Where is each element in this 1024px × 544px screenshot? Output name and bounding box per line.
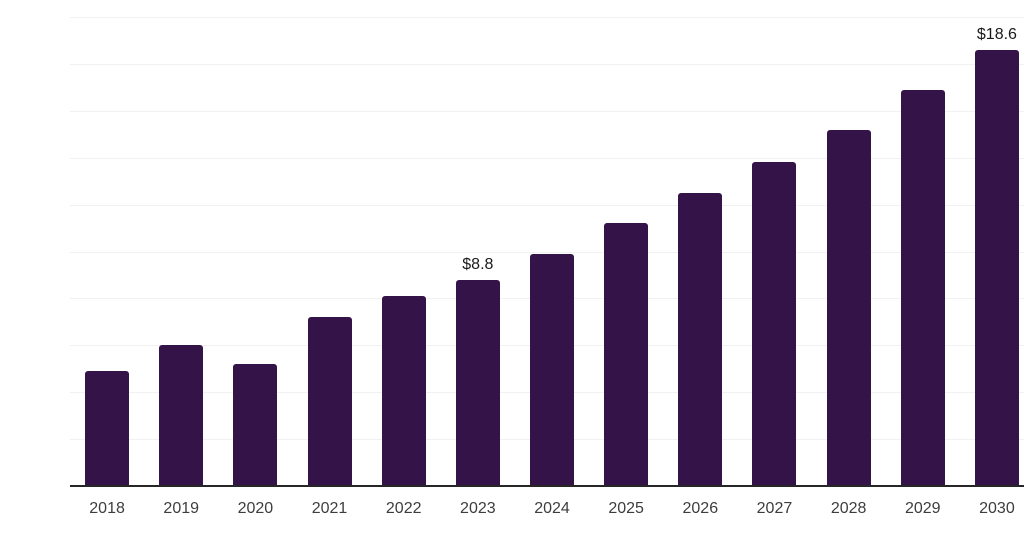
bar-2027 xyxy=(752,162,797,486)
bar-value-label-2030: $18.6 xyxy=(976,25,1017,43)
x-tick-label-2030: 2030 xyxy=(979,500,1015,517)
x-tick-label-2028: 2028 xyxy=(830,500,867,517)
gridline xyxy=(70,205,1024,206)
x-axis-line xyxy=(70,485,1024,487)
x-tick-label-2029: 2029 xyxy=(904,500,941,517)
bar-2026 xyxy=(678,192,723,486)
x-tick-label-2026: 2026 xyxy=(682,500,719,517)
gridline xyxy=(70,158,1024,159)
bar-value-label-2023: $8.8 xyxy=(462,255,494,273)
bar-chart: $8.8 $18.6 2018 2019 2020 2021 2022 2023 2024 20… xyxy=(40,16,1024,528)
bar-2028 xyxy=(826,129,871,486)
bar-2022 xyxy=(381,296,426,486)
gridline xyxy=(70,111,1024,112)
bar-2021 xyxy=(307,317,352,486)
x-tick-label-2018: 2018 xyxy=(89,500,125,517)
bar-2030 xyxy=(974,49,1019,486)
bar-2020 xyxy=(233,364,278,486)
bar-2019 xyxy=(159,345,204,486)
x-tick-label-2027: 2027 xyxy=(756,500,793,517)
x-tick-label-2019: 2019 xyxy=(163,500,200,517)
bar-2025 xyxy=(604,223,649,486)
gridline xyxy=(70,17,1024,18)
x-tick-label-2020: 2020 xyxy=(237,500,274,517)
bar-2023 xyxy=(455,279,500,486)
x-tick-label-2025: 2025 xyxy=(608,500,644,517)
gridline xyxy=(70,64,1024,65)
bar-2024 xyxy=(530,253,574,486)
x-tick-label-2024: 2024 xyxy=(534,500,570,517)
gridline xyxy=(70,252,1024,253)
x-tick-label-2022: 2022 xyxy=(385,500,422,517)
x-tick-label-2021: 2021 xyxy=(311,500,348,517)
x-tick-label-2023: 2023 xyxy=(460,500,496,517)
bar-2018 xyxy=(85,371,130,486)
bar-2029 xyxy=(900,89,945,486)
